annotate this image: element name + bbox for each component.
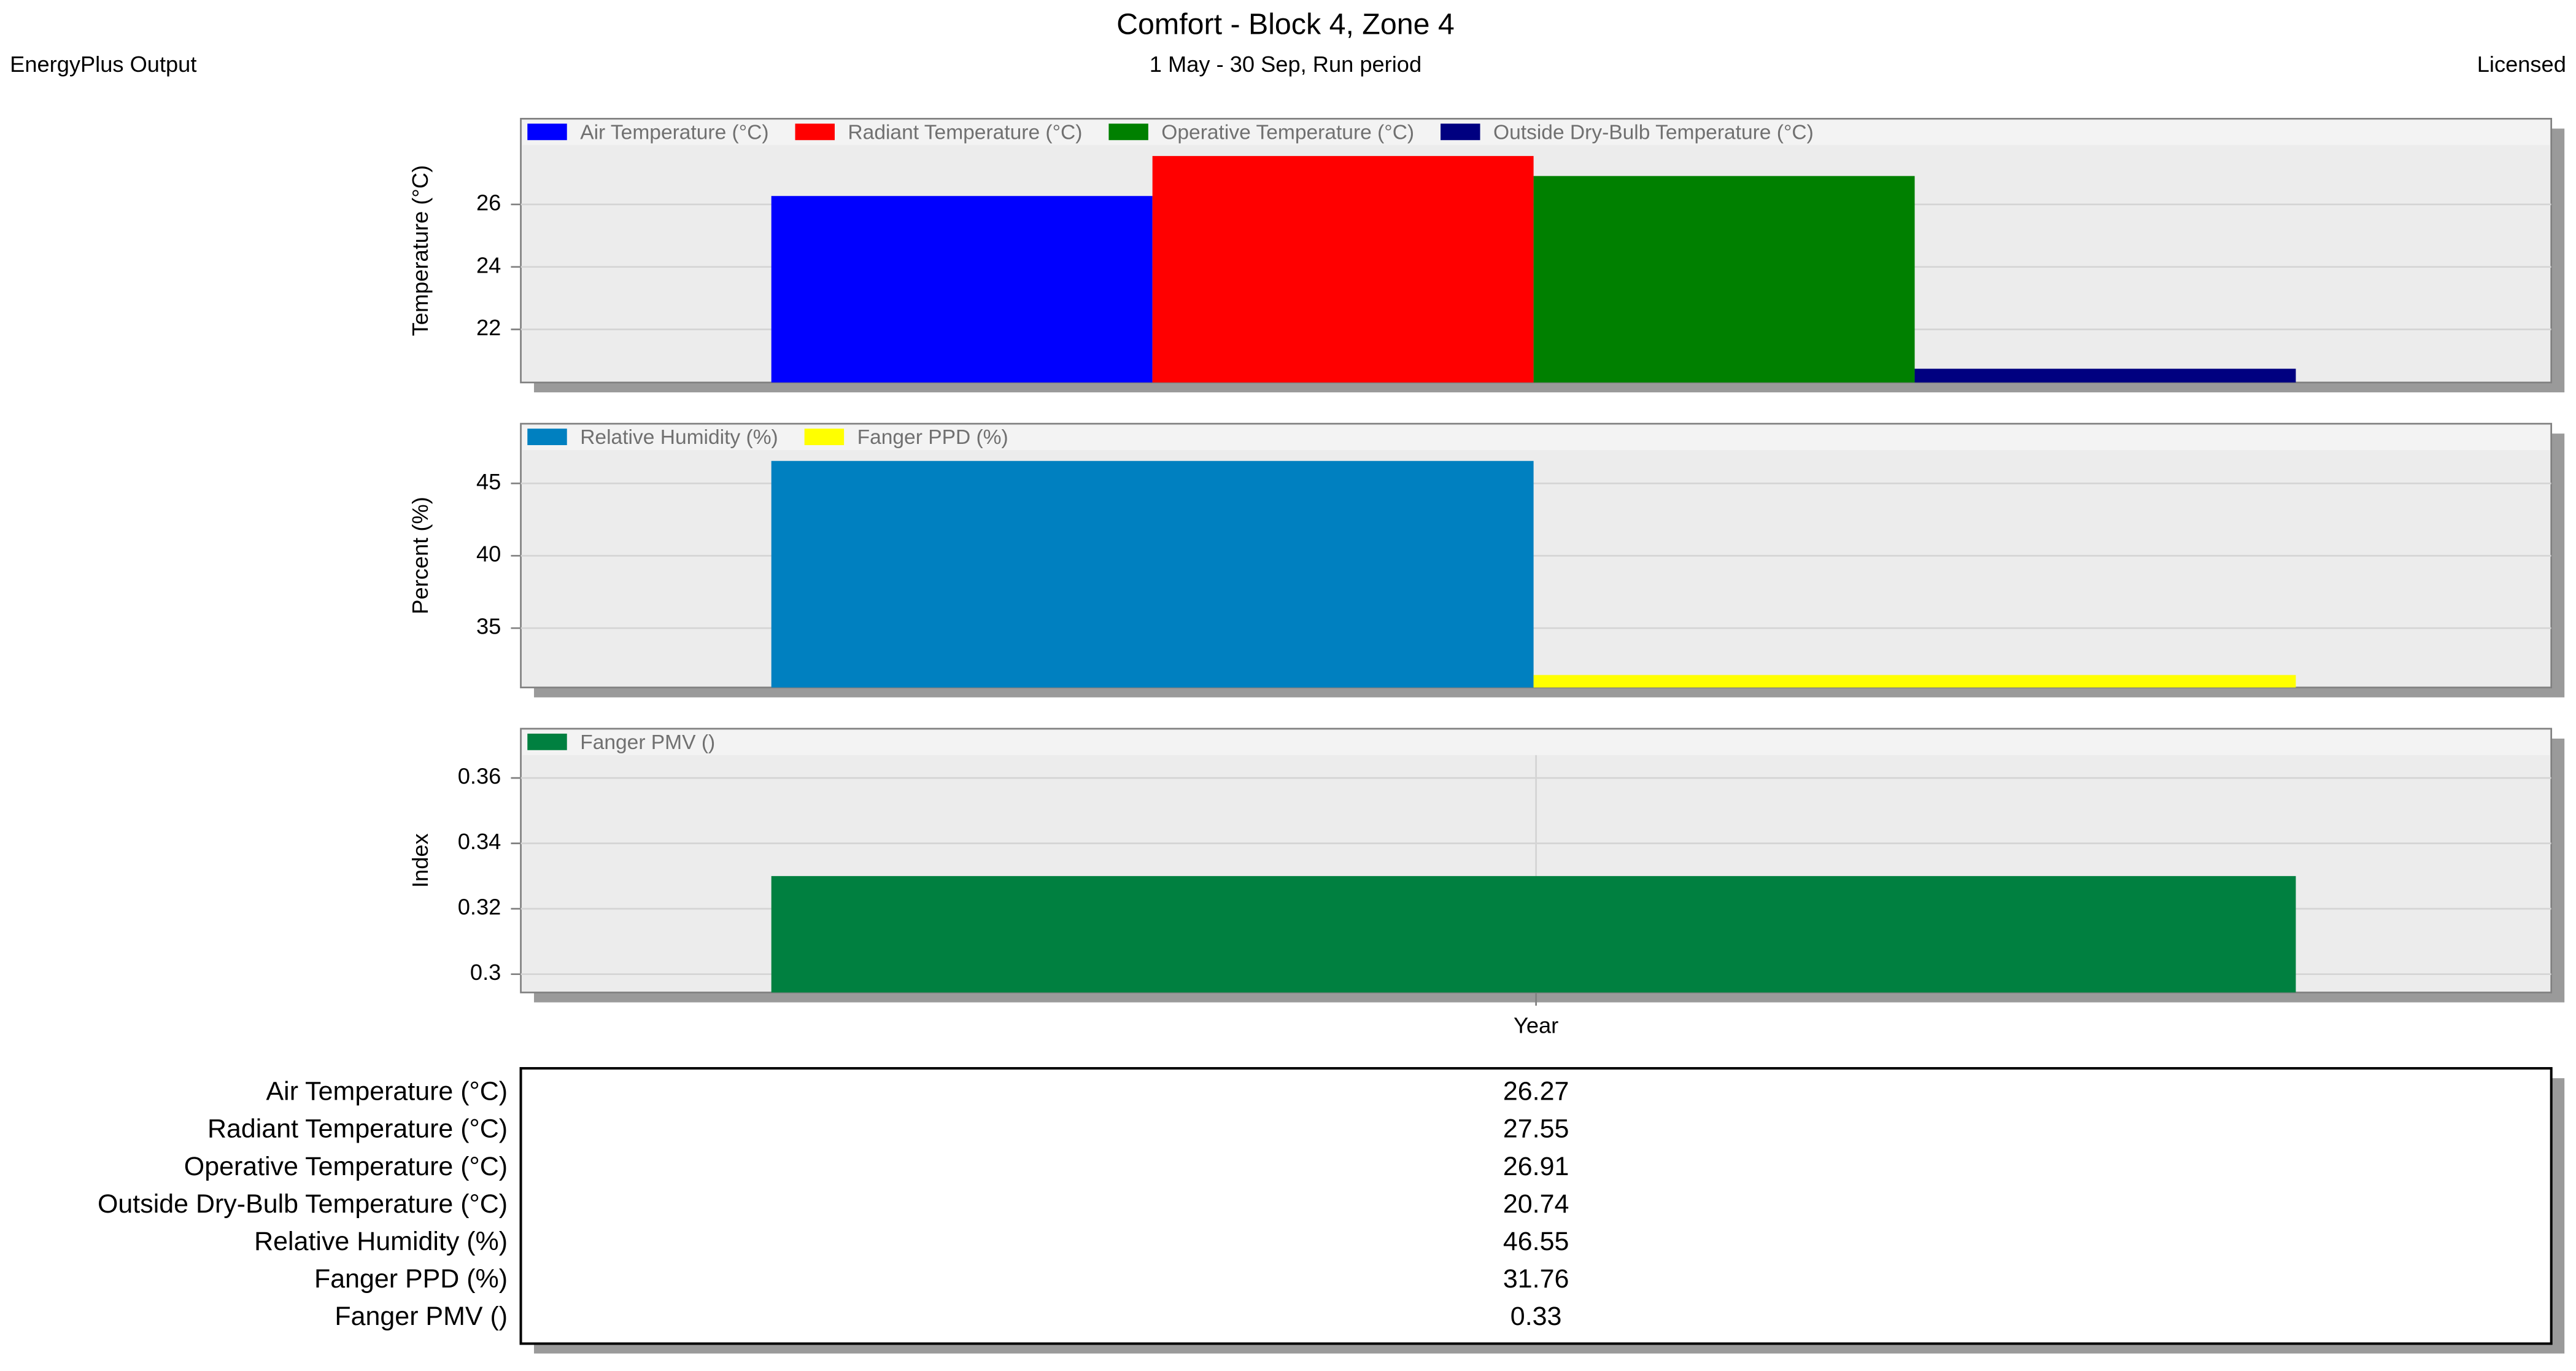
table-value: 26.91 xyxy=(1503,1152,1569,1181)
table-value: 20.74 xyxy=(1503,1189,1569,1219)
legend-label: Air Temperature (°C) xyxy=(580,121,768,144)
table-value: 31.76 xyxy=(1503,1264,1569,1294)
legend-strip xyxy=(522,730,2550,755)
legend-label: Outside Dry-Bulb Temperature (°C) xyxy=(1493,121,1814,144)
table-row-label: Outside Dry-Bulb Temperature (°C) xyxy=(98,1189,508,1219)
legend-swatch xyxy=(527,733,567,750)
table-row-label: Relative Humidity (%) xyxy=(254,1227,508,1256)
y-tick-label: 22 xyxy=(476,315,501,340)
y-tick-label: 0.34 xyxy=(458,829,501,854)
legend-swatch xyxy=(527,429,567,445)
legend-swatch xyxy=(804,429,845,445)
legend-swatch xyxy=(527,123,567,141)
bar xyxy=(1914,368,2296,383)
legend-label: Radiant Temperature (°C) xyxy=(848,121,1082,144)
bar xyxy=(771,460,1534,688)
legend-label: Operative Temperature (°C) xyxy=(1161,121,1414,144)
y-tick-label: 0.32 xyxy=(458,895,501,920)
table-row-label: Fanger PPD (%) xyxy=(314,1264,508,1294)
legend-strip xyxy=(522,425,2550,451)
legend-label: Relative Humidity (%) xyxy=(580,426,778,449)
y-tick-label: 40 xyxy=(476,542,501,567)
y-tick-label: 35 xyxy=(476,614,501,639)
legend-label: Fanger PPD (%) xyxy=(857,426,1008,449)
y-tick-label: 0.3 xyxy=(470,960,501,985)
legend-swatch xyxy=(1441,123,1480,141)
bar xyxy=(771,196,1153,383)
bar xyxy=(1533,176,1915,383)
header-left: EnergyPlus Output xyxy=(10,52,196,77)
bar xyxy=(771,876,2296,993)
legend-swatch xyxy=(795,123,835,141)
subtitle: 1 May - 30 Sep, Run period xyxy=(1150,52,1421,77)
table-row-label: Fanger PMV () xyxy=(335,1302,508,1331)
table-value: 46.55 xyxy=(1503,1227,1569,1256)
y-axis-label: Percent (%) xyxy=(408,497,433,614)
y-tick-label: 45 xyxy=(476,469,501,494)
y-axis-label: Index xyxy=(408,833,433,888)
legend-strip xyxy=(522,120,2550,146)
y-axis-label: Temperature (°C) xyxy=(408,165,433,336)
legend-label: Fanger PMV () xyxy=(580,731,715,754)
bar xyxy=(1533,675,2296,688)
bar xyxy=(1152,156,1534,383)
table-row-label: Air Temperature (°C) xyxy=(266,1077,508,1106)
y-tick-label: 24 xyxy=(476,252,501,278)
y-tick-label: 26 xyxy=(476,190,501,216)
table-value: 27.55 xyxy=(1503,1114,1569,1144)
table-value: 26.27 xyxy=(1503,1077,1569,1106)
title: Comfort - Block 4, Zone 4 xyxy=(1116,8,1455,41)
legend-swatch xyxy=(1108,123,1148,141)
table-row-label: Operative Temperature (°C) xyxy=(184,1152,508,1181)
table-row-label: Radiant Temperature (°C) xyxy=(207,1114,508,1144)
x-tick-label: Year xyxy=(1514,1012,1558,1038)
y-tick-label: 0.36 xyxy=(458,764,501,789)
header-right: Licensed xyxy=(2477,52,2566,77)
table-value: 0.33 xyxy=(1510,1302,1562,1331)
table xyxy=(519,1066,2553,1345)
